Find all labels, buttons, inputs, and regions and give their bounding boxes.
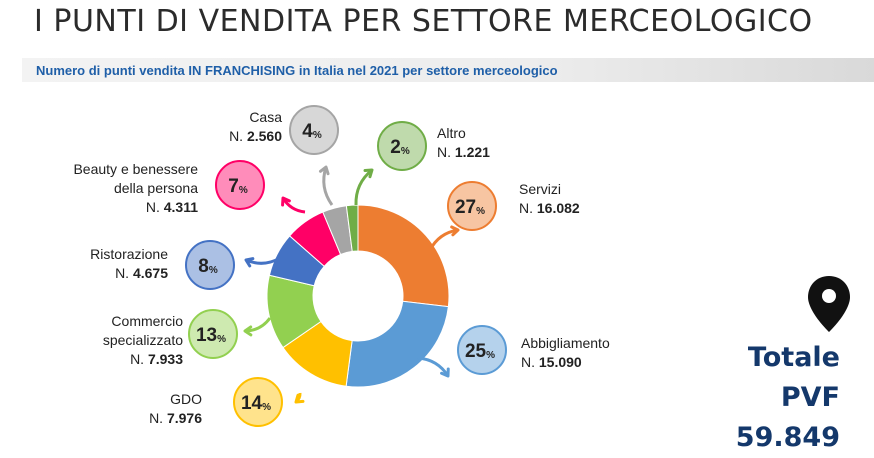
label-ristorazione: Ristorazione N. 4.675 <box>90 245 168 283</box>
label-name-line: Beauty e benessere <box>73 161 198 177</box>
label-servizi: Servizi N. 16.082 <box>519 180 580 218</box>
label-commercio-specializzato: Commercio specializzato N. 7.933 <box>103 312 183 369</box>
label-count: N. 4.311 <box>145 199 198 215</box>
callout-arrows <box>243 165 460 404</box>
arrowhead-servizi <box>450 225 460 237</box>
label-count: N. 4.675 <box>115 265 168 281</box>
label-name-line: Altro <box>437 125 466 141</box>
arrowhead-abbigliamento <box>440 367 450 378</box>
label-gdo: GDO N. 7.976 <box>149 390 202 428</box>
chart-subtitle: Numero di punti vendita IN FRANCHISING i… <box>36 63 558 78</box>
percent-bubble-gdo <box>233 377 283 427</box>
page-title: I PUNTI DI VENDITA PER SETTORE MERCEOLOG… <box>34 4 813 39</box>
arrow-altro <box>354 168 373 206</box>
label-count: N. 15.090 <box>521 354 582 370</box>
label-name-line: Commercio <box>111 313 183 329</box>
label-name-line: Abbigliamento <box>521 335 610 351</box>
total-box: Totale PVF 59.849 <box>680 338 840 458</box>
location-pin-icon <box>808 276 850 332</box>
label-altro: Altro N. 1.221 <box>437 124 490 162</box>
label-name-line: specializzato <box>102 332 183 348</box>
percent-bubble-servizi <box>447 181 497 231</box>
arrowhead-altro <box>363 168 374 179</box>
percent-bubble-abbigliamento <box>457 325 507 375</box>
subtitle-bar <box>22 58 874 82</box>
donut-slices <box>266 204 450 388</box>
label-beauty-e-benessere-della-persona: Beauty e benessere della persona N. 4.311 <box>73 160 198 217</box>
percent-bubbles: 27%25%14%13%8%7%4%2% <box>185 105 507 427</box>
percent-bubble-ristorazione <box>185 240 235 290</box>
label-count: N. 7.976 <box>149 410 202 426</box>
percent-bubble-commercio-specializzato <box>188 309 238 359</box>
arrowhead-gdo <box>294 393 305 404</box>
slice-altro <box>345 204 359 252</box>
label-count: N. 2.560 <box>229 128 282 144</box>
label-count: N. 16.082 <box>519 200 580 216</box>
label-count: N. 7.933 <box>130 351 183 367</box>
slice-abbigliamento <box>345 300 449 388</box>
percent-bubble-altro <box>377 121 427 171</box>
arrowhead-casa <box>318 165 330 176</box>
label-name-line: della persona <box>113 180 198 196</box>
percent-bubble-beauty-e-benessere-della-persona <box>215 160 265 210</box>
label-name-line: Ristorazione <box>90 246 168 262</box>
arrowhead-ristorazione <box>244 257 255 268</box>
label-casa: Casa N. 2.560 <box>229 108 282 146</box>
arrow-abbigliamento <box>417 356 450 377</box>
label-abbigliamento: Abbigliamento N. 15.090 <box>521 334 610 372</box>
slice-servizi <box>357 204 450 308</box>
label-name-line: Servizi <box>519 181 562 197</box>
label-name-line: GDO <box>170 391 202 407</box>
arrowhead-beauty-e-benessere-della-persona <box>281 196 291 207</box>
arrow-casa <box>322 166 334 206</box>
arrow-servizi <box>428 228 459 251</box>
percent-bubble-casa <box>289 105 339 155</box>
label-name-line: Casa <box>249 109 282 125</box>
arrow-ristorazione <box>245 256 281 265</box>
total-label: Totale PVF <box>747 342 840 413</box>
total-value: 59.849 <box>735 422 840 453</box>
label-count: N. 1.221 <box>437 144 490 160</box>
arrowhead-commercio-specializzato <box>243 325 253 337</box>
